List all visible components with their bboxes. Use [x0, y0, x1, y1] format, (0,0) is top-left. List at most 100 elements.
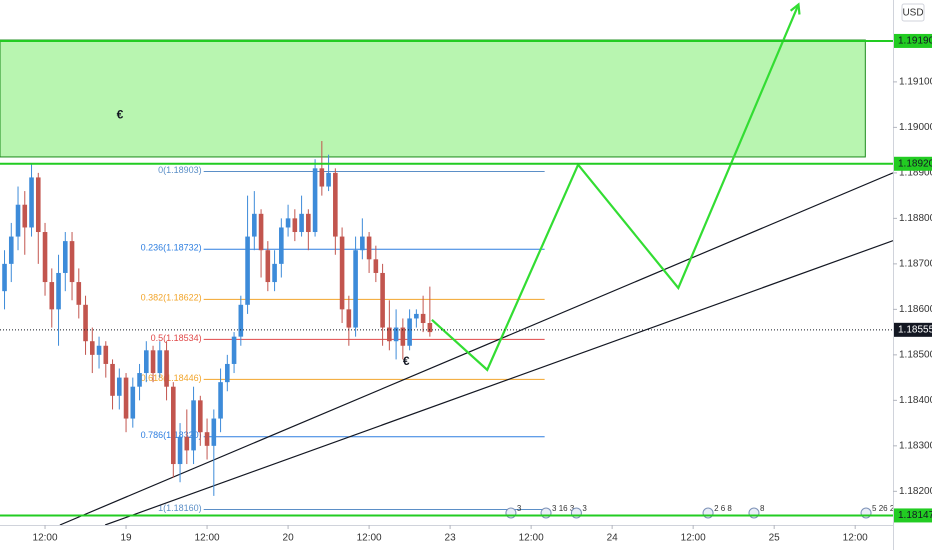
- candle-body: [292, 218, 298, 233]
- candle-body: [393, 327, 399, 342]
- candle-body: [373, 259, 379, 273]
- candle-body: [103, 345, 109, 364]
- y-tick-label: 1.18200: [899, 486, 932, 497]
- x-tick-label: 19: [120, 533, 132, 544]
- candle-body: [171, 386, 176, 465]
- candle-body: [427, 323, 433, 333]
- price-label: 1.19190: [898, 36, 932, 47]
- candle-body: [76, 282, 82, 305]
- candle-body: [8, 236, 14, 264]
- candle-body: [319, 168, 325, 187]
- y-tick-label: 1.18300: [899, 440, 932, 451]
- candle-body: [400, 327, 406, 346]
- event-label: 2 6 8: [714, 504, 732, 513]
- fib-label: 0.5(1.18534): [151, 333, 202, 343]
- candle-body: [407, 318, 412, 346]
- price-label: 1.18147: [898, 510, 932, 521]
- candle-body: [420, 313, 426, 324]
- candle-body: [116, 377, 122, 396]
- candle-body: [326, 172, 331, 187]
- candle-body: [245, 236, 250, 305]
- candle-body: [130, 386, 136, 419]
- candle-body: [15, 204, 21, 237]
- candle-body: [272, 263, 277, 283]
- zone: [0, 39, 866, 158]
- annotation: €: [403, 354, 410, 368]
- candle-body: [177, 436, 183, 465]
- candle-body: [353, 250, 358, 328]
- candle-body: [211, 418, 217, 446]
- event-label: 3: [582, 504, 587, 513]
- y-tick-label: 1.19000: [899, 122, 932, 133]
- price-label-bg: [894, 322, 932, 337]
- currency: USD: [902, 8, 923, 19]
- candle-body: [366, 236, 372, 260]
- y-tick-label: 1.18500: [899, 349, 932, 360]
- candle-body: [346, 309, 352, 328]
- trend-line: [59, 172, 893, 525]
- candle-body: [150, 350, 156, 374]
- candle-body: [306, 213, 311, 233]
- candle-body: [123, 377, 129, 419]
- candle-body: [265, 250, 271, 283]
- y-tick-label: 1.18400: [899, 395, 932, 406]
- candle-body: [144, 350, 149, 374]
- x-tick-label: 12:00: [681, 533, 706, 544]
- event-label: 8: [760, 504, 765, 513]
- candle-body: [258, 213, 264, 251]
- plot-area: 0(1.18903) 0.236(1.18732) 0.382(1.18622) 0.…: [0, 4, 906, 525]
- candle-body: [157, 350, 163, 374]
- currency-box[interactable]: [901, 3, 925, 22]
- candle-body: [225, 363, 230, 383]
- candle-body: [204, 432, 210, 446]
- candle-body: [35, 177, 41, 233]
- candle-body: [110, 363, 115, 396]
- price-label: 1.18920: [898, 158, 932, 169]
- candle-body: [387, 327, 392, 342]
- fib-label: 0.236(1.18732): [141, 243, 202, 253]
- x-tick-label: 23: [445, 533, 457, 544]
- candle-body: [184, 436, 190, 451]
- event-icon: [702, 507, 714, 519]
- candle-body: [333, 172, 338, 237]
- candle-body: [29, 177, 34, 228]
- candle-body: [198, 400, 203, 433]
- candle-body: [299, 213, 304, 233]
- x-tick-label: 12:00: [357, 533, 382, 544]
- x-tick-label: 25: [769, 533, 781, 544]
- y-tick-label: 1.18600: [899, 304, 932, 315]
- price-label: 1.18555: [898, 324, 932, 335]
- candle-body: [62, 241, 68, 273]
- event-icon: [860, 507, 872, 519]
- candle-body: [164, 350, 169, 387]
- y-tick-label: 1.19100: [899, 77, 932, 88]
- candle-body: [83, 304, 88, 342]
- y-tick-label: 1.18900: [899, 168, 932, 179]
- x-tick-label: 12:00: [33, 533, 58, 544]
- x-tick-label: 24: [607, 533, 619, 544]
- price-label-bg: [894, 508, 932, 523]
- candle-body: [312, 168, 318, 233]
- x-tick-label: 12:00: [843, 533, 868, 544]
- candle-body: [231, 336, 237, 364]
- candle-body: [218, 382, 223, 419]
- event-label: 3: [517, 504, 522, 513]
- price-label-bg: [894, 33, 932, 48]
- candle-body: [69, 241, 75, 283]
- candle-body: [252, 213, 257, 237]
- candle-body: [279, 227, 284, 264]
- candle-body: [360, 236, 365, 251]
- projection-arrow: [789, 2, 801, 15]
- candle-body: [56, 272, 61, 310]
- candle-body: [96, 345, 102, 355]
- fib-label: 0(1.18903): [158, 165, 202, 175]
- candle-body: [285, 218, 291, 228]
- x-tick-label: 12:00: [195, 533, 220, 544]
- annotation: €: [117, 107, 124, 121]
- trend-line: [104, 240, 893, 525]
- event-icon: [540, 507, 552, 519]
- event-icon: [505, 507, 517, 519]
- candle-body: [2, 263, 7, 292]
- event-label: 5 26 25 3: [872, 504, 906, 513]
